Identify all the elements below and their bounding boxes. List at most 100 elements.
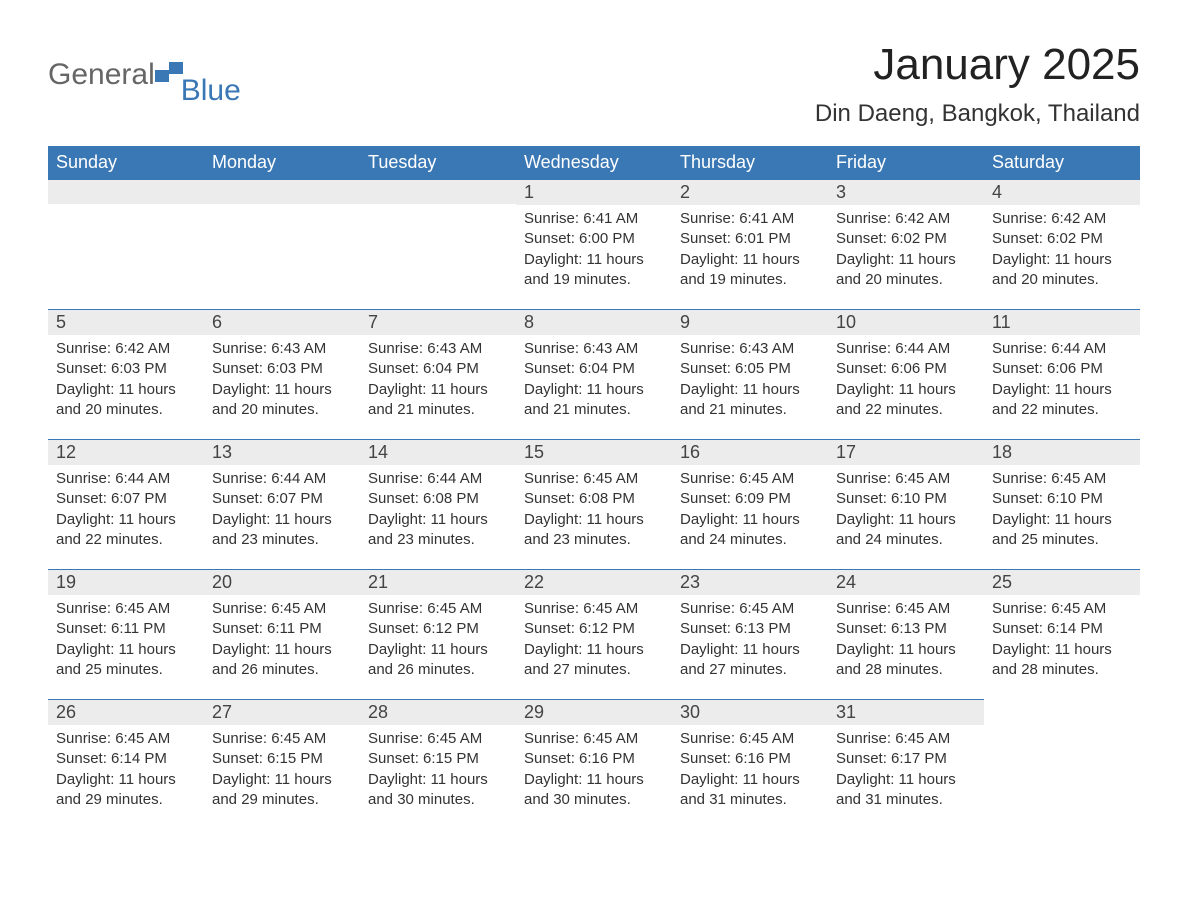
day-number-bar: 12 [48, 439, 204, 465]
day-details: Sunrise: 6:45 AMSunset: 6:12 PMDaylight:… [516, 595, 672, 688]
day-details: Sunrise: 6:45 AMSunset: 6:11 PMDaylight:… [48, 595, 204, 688]
calendar-cell: 26Sunrise: 6:45 AMSunset: 6:14 PMDayligh… [48, 699, 204, 829]
sunset-line: Sunset: 6:07 PM [56, 489, 196, 509]
sunset-line: Sunset: 6:04 PM [524, 359, 664, 379]
location-subtitle: Din Daeng, Bangkok, Thailand [815, 100, 1140, 128]
daylight-line: Daylight: 11 hours and 19 minutes. [680, 250, 820, 291]
sunset-line: Sunset: 6:16 PM [524, 749, 664, 769]
empty-day-bar [360, 179, 516, 204]
sunrise-line: Sunrise: 6:45 AM [368, 729, 508, 749]
sunrise-line: Sunrise: 6:45 AM [524, 469, 664, 489]
day-number-bar: 31 [828, 699, 984, 725]
daylight-line: Daylight: 11 hours and 28 minutes. [836, 640, 976, 681]
logo-flag-icon [155, 62, 183, 82]
sunset-line: Sunset: 6:04 PM [368, 359, 508, 379]
calendar-cell: 27Sunrise: 6:45 AMSunset: 6:15 PMDayligh… [204, 699, 360, 829]
sunrise-line: Sunrise: 6:43 AM [368, 339, 508, 359]
daylight-line: Daylight: 11 hours and 28 minutes. [992, 640, 1132, 681]
calendar-cell: 2Sunrise: 6:41 AMSunset: 6:01 PMDaylight… [672, 179, 828, 309]
day-details: Sunrise: 6:43 AMSunset: 6:04 PMDaylight:… [360, 335, 516, 428]
weekday-header: Tuesday [360, 146, 516, 179]
day-details: Sunrise: 6:41 AMSunset: 6:00 PMDaylight:… [516, 205, 672, 298]
sunrise-line: Sunrise: 6:41 AM [524, 209, 664, 229]
sunrise-line: Sunrise: 6:42 AM [992, 209, 1132, 229]
sunset-line: Sunset: 6:14 PM [992, 619, 1132, 639]
daylight-line: Daylight: 11 hours and 21 minutes. [524, 380, 664, 421]
sunrise-line: Sunrise: 6:45 AM [524, 599, 664, 619]
day-details: Sunrise: 6:45 AMSunset: 6:13 PMDaylight:… [672, 595, 828, 688]
day-number-bar: 16 [672, 439, 828, 465]
day-number-bar: 28 [360, 699, 516, 725]
sunset-line: Sunset: 6:12 PM [524, 619, 664, 639]
daylight-line: Daylight: 11 hours and 20 minutes. [992, 250, 1132, 291]
day-number-bar: 1 [516, 179, 672, 205]
calendar-cell [48, 179, 204, 309]
day-number-bar: 9 [672, 309, 828, 335]
calendar-cell: 28 Sunrise: 6:45 AMSunset: 6:15 PMDayligh… [360, 699, 516, 829]
day-number-bar: 25 [984, 569, 1140, 595]
day-number-bar: 10 [828, 309, 984, 335]
daylight-line: Daylight: 11 hours and 25 minutes. [992, 510, 1132, 551]
sunrise-line: Sunrise: 6:43 AM [212, 339, 352, 359]
calendar-cell: 7Sunrise: 6:43 AMSunset: 6:04 PMDaylight… [360, 309, 516, 439]
day-number-bar: 21 [360, 569, 516, 595]
sunset-line: Sunset: 6:13 PM [836, 619, 976, 639]
sunrise-line: Sunrise: 6:45 AM [992, 469, 1132, 489]
calendar-week-row: 26Sunrise: 6:45 AMSunset: 6:14 PMDayligh… [48, 699, 1140, 829]
day-details: Sunrise: 6:45 AMSunset: 6:12 PMDaylight:… [360, 595, 516, 688]
day-number-bar: 8 [516, 309, 672, 335]
sunset-line: Sunset: 6:02 PM [836, 229, 976, 249]
day-number-bar: 27 [204, 699, 360, 725]
calendar-cell: 31Sunrise: 6:45 AMSunset: 6:17 PMDayligh… [828, 699, 984, 829]
calendar-cell: 5Sunrise: 6:42 AMSunset: 6:03 PMDaylight… [48, 309, 204, 439]
daylight-line: Daylight: 11 hours and 27 minutes. [680, 640, 820, 681]
calendar-cell: 12Sunrise: 6:44 AMSunset: 6:07 PMDayligh… [48, 439, 204, 569]
day-details: Sunrise: 6:44 AMSunset: 6:08 PMDaylight:… [360, 465, 516, 558]
day-number-bar: 4 [984, 179, 1140, 205]
daylight-line: Daylight: 11 hours and 23 minutes. [368, 510, 508, 551]
logo-text-general: General [48, 58, 155, 92]
day-details: Sunrise: 6:43 AMSunset: 6:04 PMDaylight:… [516, 335, 672, 428]
day-number-bar: 6 [204, 309, 360, 335]
calendar-cell: 29Sunrise: 6:45 AMSunset: 6:16 PMDayligh… [516, 699, 672, 829]
daylight-line: Daylight: 11 hours and 25 minutes. [56, 640, 196, 681]
calendar-week-row: 19Sunrise: 6:45 AMSunset: 6:11 PMDayligh… [48, 569, 1140, 699]
sunrise-line: Sunrise: 6:45 AM [368, 599, 508, 619]
sunset-line: Sunset: 6:11 PM [212, 619, 352, 639]
daylight-line: Daylight: 11 hours and 27 minutes. [524, 640, 664, 681]
month-title: January 2025 [815, 40, 1140, 90]
sunrise-line: Sunrise: 6:45 AM [680, 729, 820, 749]
day-details: Sunrise: 6:43 AMSunset: 6:05 PMDaylight:… [672, 335, 828, 428]
daylight-line: Daylight: 11 hours and 20 minutes. [212, 380, 352, 421]
day-details: Sunrise: 6:45 AMSunset: 6:08 PMDaylight:… [516, 465, 672, 558]
daylight-line: Daylight: 11 hours and 23 minutes. [524, 510, 664, 551]
sunset-line: Sunset: 6:07 PM [212, 489, 352, 509]
day-details: Sunrise: 6:44 AMSunset: 6:07 PMDaylight:… [204, 465, 360, 558]
day-details: Sunrise: 6:45 AMSunset: 6:16 PMDaylight:… [672, 725, 828, 818]
sunrise-line: Sunrise: 6:45 AM [992, 599, 1132, 619]
day-details: Sunrise: 6:42 AMSunset: 6:03 PMDaylight:… [48, 335, 204, 428]
sunset-line: Sunset: 6:01 PM [680, 229, 820, 249]
sunset-line: Sunset: 6:15 PM [368, 749, 508, 769]
daylight-line: Daylight: 11 hours and 20 minutes. [56, 380, 196, 421]
sunset-line: Sunset: 6:02 PM [992, 229, 1132, 249]
sunset-line: Sunset: 6:05 PM [680, 359, 820, 379]
daylight-line: Daylight: 11 hours and 24 minutes. [836, 510, 976, 551]
day-details: Sunrise: 6:45 AMSunset: 6:14 PMDaylight:… [984, 595, 1140, 688]
sunrise-line: Sunrise: 6:45 AM [836, 729, 976, 749]
calendar-cell: 4 Sunrise: 6:42 AMSunset: 6:02 PMDaylight… [984, 179, 1140, 309]
calendar-week-row: 12Sunrise: 6:44 AMSunset: 6:07 PMDayligh… [48, 439, 1140, 569]
sunset-line: Sunset: 6:06 PM [992, 359, 1132, 379]
sunrise-line: Sunrise: 6:43 AM [680, 339, 820, 359]
sunrise-line: Sunrise: 6:42 AM [836, 209, 976, 229]
calendar-cell: 6Sunrise: 6:43 AMSunset: 6:03 PMDaylight… [204, 309, 360, 439]
daylight-line: Daylight: 11 hours and 30 minutes. [368, 770, 508, 811]
calendar-table: SundayMondayTuesdayWednesdayThursdayFrid… [48, 146, 1140, 829]
sunrise-line: Sunrise: 6:45 AM [56, 599, 196, 619]
daylight-line: Daylight: 11 hours and 21 minutes. [680, 380, 820, 421]
sunrise-line: Sunrise: 6:41 AM [680, 209, 820, 229]
sunrise-line: Sunrise: 6:44 AM [992, 339, 1132, 359]
sunset-line: Sunset: 6:11 PM [56, 619, 196, 639]
sunset-line: Sunset: 6:12 PM [368, 619, 508, 639]
daylight-line: Daylight: 11 hours and 29 minutes. [212, 770, 352, 811]
